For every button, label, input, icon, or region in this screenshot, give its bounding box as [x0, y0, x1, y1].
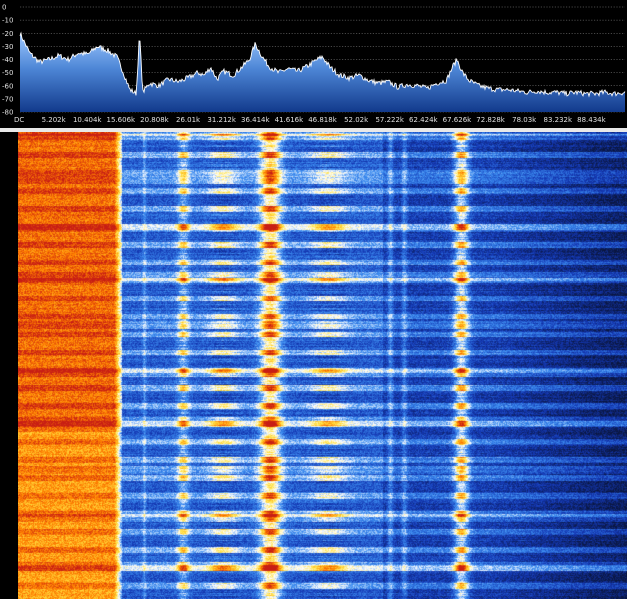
x-tick-label: 88.434k: [577, 116, 606, 124]
x-tick-label: DC: [14, 116, 24, 124]
x-tick-label: 26.01k: [176, 116, 201, 124]
x-tick-label: 67.626k: [443, 116, 472, 124]
waterfall-spectrogram: [18, 132, 627, 599]
separator-bar: [0, 128, 627, 132]
x-tick-label: 15.606k: [107, 116, 136, 124]
x-tick-label: 20.808k: [140, 116, 169, 124]
y-tick-label: -60: [2, 82, 13, 90]
y-tick-label: -40: [2, 56, 13, 64]
spectrum-chart: 0 -10 -20 -30 -40 -50 -60 -70 -80 DC 5.202k 10.404…: [0, 0, 627, 128]
y-tick-label: -10: [2, 17, 13, 25]
x-tick-label: 72.828k: [476, 116, 505, 124]
x-tick-label: 31.212k: [207, 116, 236, 124]
x-tick-label: 57.222k: [375, 116, 404, 124]
x-tick-label: 62.424k: [409, 116, 438, 124]
x-tick-label: 10.404k: [73, 116, 102, 124]
y-tick-label: -50: [2, 69, 13, 77]
y-tick-label: 0: [2, 4, 6, 12]
x-axis-labels: DC 5.202k 10.404k 15.606k 20.808k 26.01k 31.21…: [14, 116, 607, 124]
y-tick-label: -80: [2, 109, 13, 117]
x-tick-label: 5.202k: [42, 116, 67, 124]
spectrum-line: [19, 31, 626, 98]
x-tick-label: 78.03k: [512, 116, 537, 124]
x-tick-label: 83.232k: [544, 116, 573, 124]
y-tick-label: -20: [2, 30, 13, 38]
y-axis-labels: 0 -10 -20 -30 -40 -50 -60 -70 -80: [2, 4, 13, 117]
spectrum-area: [20, 33, 625, 112]
x-tick-label: 46.818k: [308, 116, 337, 124]
waterfall-panel: [0, 132, 627, 599]
x-tick-label: 52.02k: [344, 116, 369, 124]
y-tick-label: -30: [2, 43, 13, 51]
x-tick-label: 41.616k: [275, 116, 304, 124]
y-tick-label: -70: [2, 95, 13, 103]
x-tick-label: 36.414k: [241, 116, 270, 124]
